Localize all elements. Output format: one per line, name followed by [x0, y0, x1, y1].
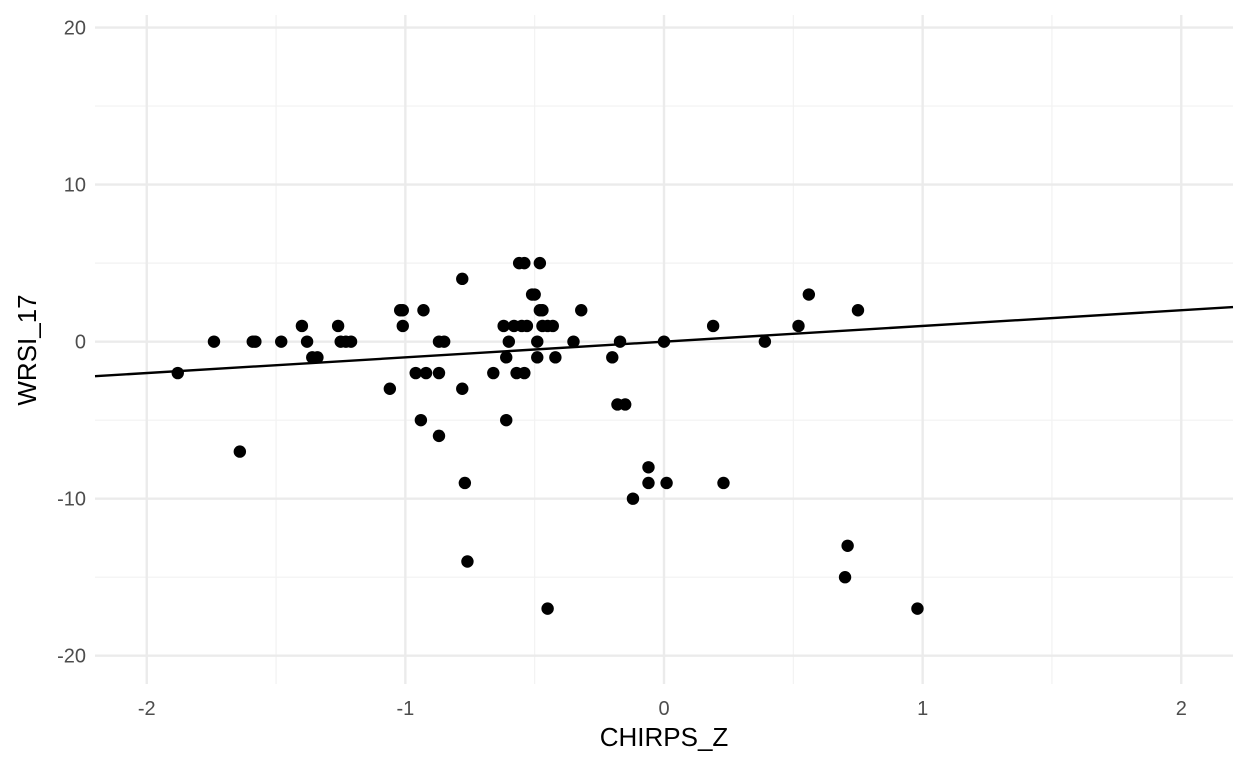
data-point — [838, 571, 852, 584]
x-tick-label: 1 — [917, 698, 928, 720]
data-point — [520, 319, 534, 333]
x-tick-label: -2 — [138, 698, 156, 720]
data-point — [458, 476, 472, 490]
data-point — [414, 413, 428, 427]
data-point — [456, 272, 469, 286]
data-point — [518, 366, 531, 380]
data-point — [619, 398, 632, 411]
data-point — [396, 319, 409, 333]
y-axis-ticks: -20 -10 0 10 20 — [57, 18, 86, 668]
data-point — [567, 335, 580, 348]
data-point — [497, 319, 510, 333]
data-point — [417, 304, 430, 317]
data-point — [626, 492, 640, 505]
x-axis-title: CHIRPS_Z — [600, 722, 729, 752]
data-point — [802, 288, 816, 301]
data-point — [549, 351, 562, 364]
x-tick-label: 0 — [658, 698, 669, 720]
data-point — [409, 366, 422, 380]
data-point — [518, 256, 531, 270]
data-point — [456, 382, 469, 395]
data-point — [207, 335, 221, 348]
data-point — [171, 366, 184, 380]
y-tick-label: 20 — [64, 18, 86, 40]
data-point — [461, 555, 474, 568]
data-point — [275, 335, 288, 348]
data-point — [331, 319, 345, 333]
data-points — [171, 256, 924, 615]
x-tick-label: 2 — [1176, 698, 1187, 720]
data-point — [657, 335, 671, 348]
data-point — [419, 366, 433, 380]
y-tick-label: 0 — [75, 332, 86, 354]
data-point — [432, 429, 446, 443]
data-point — [911, 602, 924, 615]
data-point — [613, 335, 627, 348]
data-point — [437, 335, 451, 348]
data-point — [546, 319, 559, 333]
data-point — [642, 461, 655, 474]
y-tick-label: -20 — [57, 646, 86, 668]
data-point — [792, 319, 805, 333]
data-point — [531, 351, 544, 364]
data-point — [606, 351, 619, 364]
major-gridlines — [95, 15, 1233, 684]
data-point — [487, 366, 500, 380]
data-point — [533, 256, 547, 270]
data-point — [575, 304, 588, 317]
data-point — [851, 304, 865, 317]
data-point — [531, 335, 544, 348]
data-point — [706, 319, 720, 333]
data-point — [536, 304, 549, 317]
data-point — [344, 335, 358, 348]
data-point — [528, 288, 541, 301]
data-point — [300, 335, 314, 348]
data-point — [396, 304, 409, 317]
data-point — [841, 539, 854, 553]
data-point — [642, 476, 655, 490]
data-point — [295, 319, 309, 333]
data-point — [311, 351, 324, 364]
data-point — [249, 335, 262, 348]
x-axis-ticks: -2 -1 0 1 2 — [138, 698, 1187, 720]
data-point — [660, 476, 673, 490]
data-point — [502, 335, 516, 348]
data-point — [233, 445, 247, 458]
data-point — [717, 476, 730, 490]
y-tick-label: 10 — [64, 175, 86, 197]
data-point — [383, 382, 397, 395]
y-axis-title: WRSI_17 — [12, 294, 42, 405]
data-point — [432, 366, 446, 380]
x-tick-label: -1 — [396, 698, 414, 720]
data-point — [758, 335, 772, 348]
data-point — [500, 351, 513, 364]
data-point — [541, 602, 554, 615]
y-tick-label: -10 — [57, 489, 86, 511]
data-point — [500, 413, 513, 427]
